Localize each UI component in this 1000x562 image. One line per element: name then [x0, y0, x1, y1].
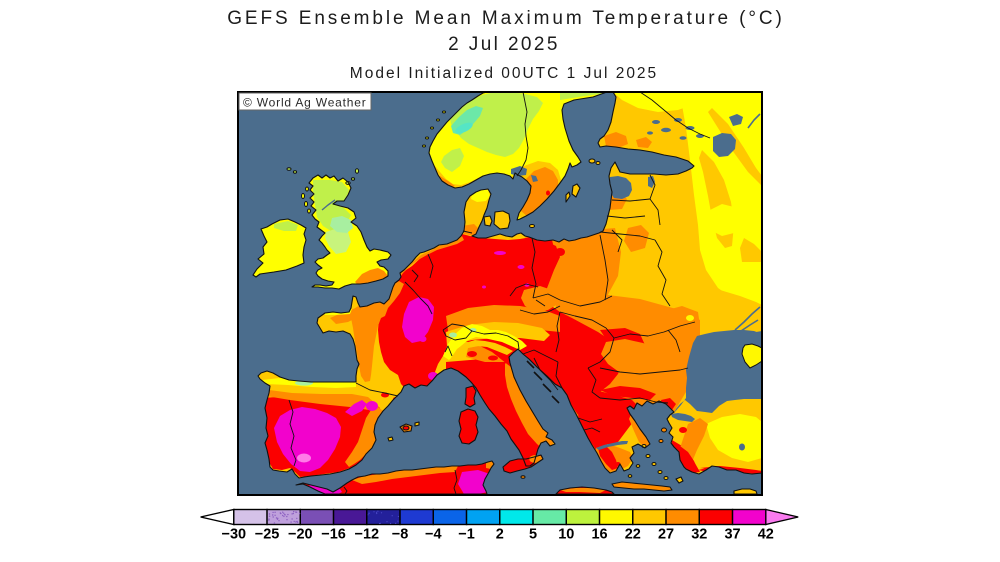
svg-text:−1: −1 — [458, 527, 475, 543]
svg-text:16: 16 — [591, 527, 607, 543]
svg-text:32: 32 — [691, 527, 707, 543]
svg-text:−16: −16 — [321, 527, 346, 543]
svg-text:42: 42 — [758, 527, 774, 543]
svg-text:−4: −4 — [425, 527, 442, 543]
svg-text:−12: −12 — [354, 527, 379, 543]
svg-text:2: 2 — [496, 527, 504, 543]
svg-text:−20: −20 — [288, 527, 313, 543]
svg-text:27: 27 — [658, 527, 674, 543]
svg-text:−30: −30 — [221, 527, 246, 543]
svg-text:37: 37 — [724, 527, 740, 543]
svg-text:−25: −25 — [255, 527, 280, 543]
svg-text:© World Ag Weather: © World Ag Weather — [243, 96, 367, 110]
svg-text:10: 10 — [558, 527, 574, 543]
svg-text:5: 5 — [529, 527, 537, 543]
svg-text:−8: −8 — [392, 527, 409, 543]
svg-text:22: 22 — [625, 527, 641, 543]
